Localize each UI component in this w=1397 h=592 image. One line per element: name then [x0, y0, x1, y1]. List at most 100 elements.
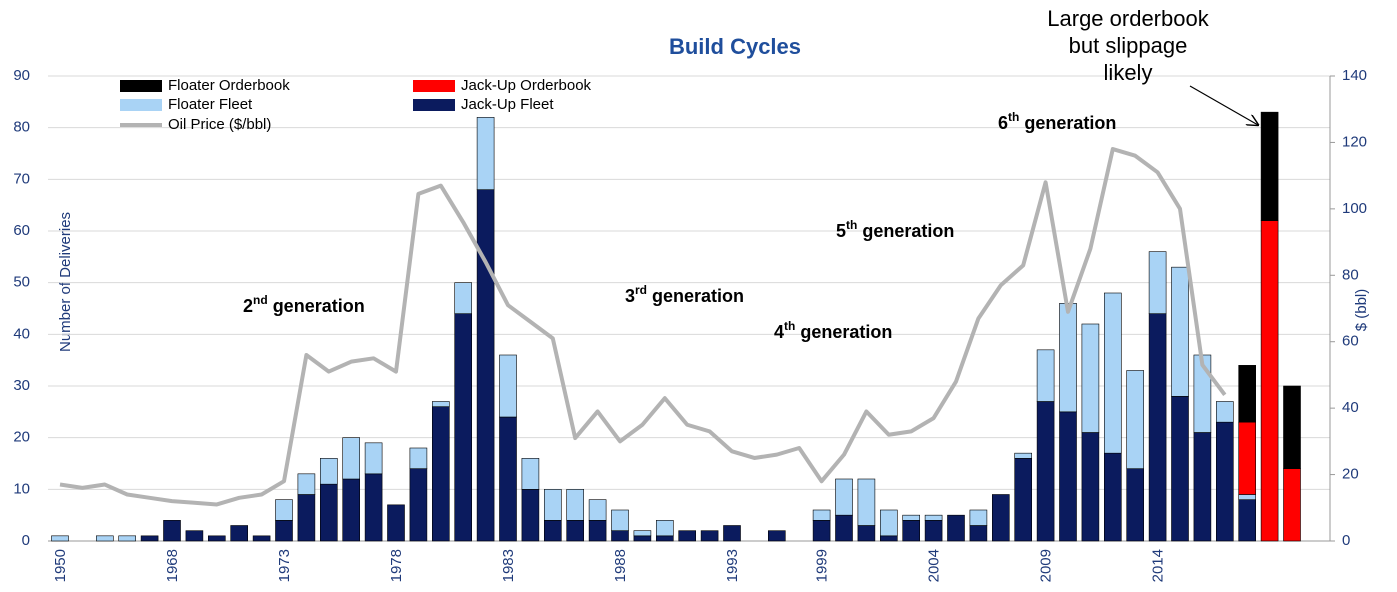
bar-segment: [767, 530, 786, 542]
bar-segment: [1171, 266, 1189, 397]
bar-segment: [1283, 468, 1301, 542]
x-tick-label: 2014: [1150, 549, 1167, 582]
bar-segment: [252, 535, 271, 542]
legend-label: Floater Fleet: [168, 96, 253, 113]
bar-segment: [1238, 421, 1256, 495]
x-tick-label: 1999: [814, 549, 831, 582]
bar-segment: [1148, 313, 1167, 542]
bar-segment: [857, 525, 876, 542]
bar-segment: [342, 437, 361, 480]
y-tick-label: 40: [13, 325, 30, 342]
y-tick-label: 50: [13, 274, 30, 291]
annotation-part: generation: [1019, 113, 1116, 133]
annotation-part: 6: [998, 113, 1008, 133]
bar-segment: [879, 535, 898, 542]
y2-tick-label: 20: [1342, 466, 1359, 483]
annotation-part: nd: [253, 293, 268, 307]
bar-segment: [835, 478, 853, 516]
bar-segment: [1193, 432, 1212, 542]
annotation: 2nd generation: [243, 293, 365, 316]
bar-segment: [678, 530, 697, 542]
bar-segment: [230, 525, 248, 542]
bar-segment: [969, 525, 988, 542]
chart-title: Build Cycles: [669, 34, 801, 59]
bar-segment: [812, 520, 831, 542]
annotation-part: 5: [836, 221, 846, 241]
x-tick-label: 1983: [500, 549, 517, 582]
bar-segment: [185, 530, 204, 542]
annotation-part: generation: [647, 286, 744, 306]
y2-tick-label: 80: [1342, 266, 1359, 283]
bar-segment: [633, 530, 652, 537]
x-tick-label: 2004: [926, 549, 943, 582]
bar-segment: [476, 117, 495, 190]
bar-segment: [1148, 251, 1167, 314]
bar-segment: [969, 509, 988, 526]
bar-segment: [1238, 499, 1256, 542]
bar-segment: [409, 447, 428, 469]
bar-segment: [1059, 303, 1077, 413]
bar-segment: [543, 489, 562, 521]
bar-segment: [588, 499, 607, 521]
bar-segment: [655, 520, 674, 537]
annotation: 3rd generation: [625, 283, 744, 306]
bar-segment: [924, 514, 943, 521]
legend-swatch: [120, 99, 162, 111]
y2-tick-label: 140: [1342, 67, 1367, 84]
bar-segment: [633, 535, 652, 542]
y-tick-label: 90: [13, 67, 30, 84]
bar-segment: [1216, 421, 1234, 542]
bar-segment: [1238, 365, 1256, 423]
bar-segment: [902, 514, 921, 521]
bar-segment: [1260, 220, 1279, 542]
bar-segment: [51, 535, 69, 542]
bar-segment: [297, 473, 316, 495]
bar-segment: [409, 468, 428, 542]
callout-arrow: [1189, 85, 1258, 125]
bar-segment: [96, 535, 114, 542]
bar-segment: [588, 520, 607, 542]
bar-segment: [454, 313, 473, 542]
legend-label: Jack-Up Fleet: [461, 96, 554, 113]
annotation-part: generation: [857, 221, 954, 241]
bar-segment: [902, 520, 921, 542]
y2-tick-label: 0: [1342, 532, 1350, 549]
bar-segment: [1036, 349, 1055, 402]
bar-segment: [208, 535, 226, 542]
legend-swatch: [413, 99, 455, 111]
annotation-part: th: [1008, 110, 1019, 124]
bar-segment: [1126, 370, 1144, 469]
bar-segment: [499, 354, 517, 418]
bar-segment: [1081, 323, 1100, 433]
annotation: 4th generation: [774, 319, 892, 342]
y-tick-label: 10: [13, 480, 30, 497]
annotation-part: rd: [635, 283, 647, 297]
legend-label: Jack-Up Orderbook: [461, 77, 592, 94]
legend-label: Floater Orderbook: [168, 77, 290, 94]
bar-segment: [1104, 292, 1122, 454]
x-tick-label: 1978: [388, 549, 405, 582]
y-tick-label: 30: [13, 377, 30, 394]
bar-segment: [655, 535, 674, 542]
y-tick-label: 0: [22, 532, 30, 549]
bar-segment: [857, 478, 876, 526]
bar-segment: [835, 514, 853, 542]
y2-tick-label: 120: [1342, 133, 1367, 150]
bar-segment: [543, 520, 562, 542]
y-tick-label: 60: [13, 222, 30, 239]
bar-segment: [387, 504, 405, 542]
bar-segment: [364, 442, 383, 475]
bar-segment: [566, 489, 585, 521]
bar-segment: [521, 458, 540, 490]
bar-segment: [1171, 396, 1189, 542]
annotation-part: 4: [774, 322, 784, 342]
bar-segment: [521, 489, 540, 542]
bar-segment: [1081, 432, 1100, 542]
bar-segment: [566, 520, 585, 542]
bar-segment: [319, 458, 338, 485]
y-tick-label: 70: [13, 170, 30, 187]
legend-swatch: [413, 80, 455, 92]
annotation-part: 3: [625, 286, 635, 306]
